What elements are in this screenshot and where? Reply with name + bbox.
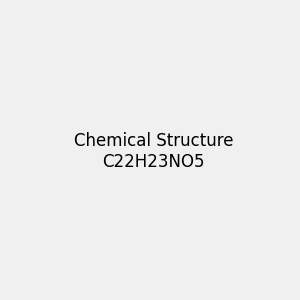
Text: Chemical Structure
C22H23NO5: Chemical Structure C22H23NO5 <box>74 132 233 171</box>
